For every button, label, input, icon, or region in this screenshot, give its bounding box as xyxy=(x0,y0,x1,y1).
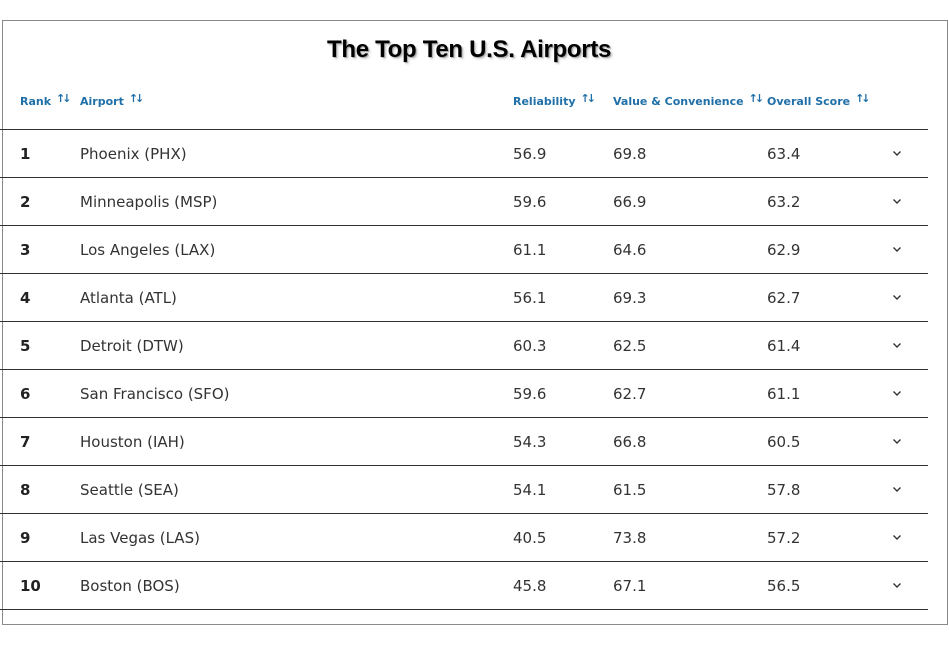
table-row[interactable]: 8 Seattle (SEA) 54.1 61.5 57.8 xyxy=(0,466,928,514)
airport-cell: Minneapolis (MSP) xyxy=(80,193,218,211)
value-convenience-cell: 62.5 xyxy=(613,337,647,355)
sort-arrows-icon[interactable]: ↑↓ xyxy=(855,92,871,105)
column-header-value-convenience[interactable]: Value & Convenience ↑↓ xyxy=(613,92,765,108)
airport-cell: Boston (BOS) xyxy=(80,577,180,595)
row-divider xyxy=(0,177,928,178)
value-convenience-cell: 66.9 xyxy=(613,193,647,211)
rank-cell: 1 xyxy=(20,145,31,163)
sort-arrows-icon[interactable]: ↑↓ xyxy=(580,92,597,105)
row-divider xyxy=(0,273,928,274)
column-header-airport[interactable]: Airport ↑↓ xyxy=(80,92,145,108)
airport-cell: Houston (IAH) xyxy=(80,433,185,451)
table-row[interactable]: 5 Detroit (DTW) 60.3 62.5 61.4 xyxy=(0,322,928,370)
reliability-cell: 54.1 xyxy=(513,481,547,499)
overall-score-cell: 62.9 xyxy=(767,241,801,259)
reliability-cell: 54.3 xyxy=(513,433,547,451)
rank-cell: 8 xyxy=(20,481,31,499)
column-header-label: Overall Score xyxy=(767,95,851,108)
value-convenience-cell: 66.8 xyxy=(613,433,647,451)
table-row[interactable]: 6 San Francisco (SFO) 59.6 62.7 61.1 xyxy=(0,370,928,418)
table-row[interactable]: 7 Houston (IAH) 54.3 66.8 60.5 xyxy=(0,418,928,466)
value-convenience-cell: 73.8 xyxy=(613,529,647,547)
value-convenience-cell: 69.8 xyxy=(613,145,647,163)
chevron-down-icon[interactable] xyxy=(890,466,904,514)
column-header-label: Value & Convenience xyxy=(613,95,744,108)
chevron-down-icon[interactable] xyxy=(890,226,904,274)
table-row[interactable]: 2 Minneapolis (MSP) 59.6 66.9 63.2 xyxy=(0,178,928,226)
row-divider xyxy=(0,417,928,418)
chevron-down-icon[interactable] xyxy=(890,418,904,466)
column-header-overall-score[interactable]: Overall Score ↑↓ xyxy=(767,92,871,108)
table-row[interactable]: 10 Boston (BOS) 45.8 67.1 56.5 xyxy=(0,562,928,610)
row-divider xyxy=(0,513,928,514)
value-convenience-cell: 69.3 xyxy=(613,289,647,307)
row-divider xyxy=(0,465,928,466)
column-header-label: Reliability xyxy=(513,95,576,108)
header-divider xyxy=(0,129,928,130)
value-convenience-cell: 62.7 xyxy=(613,385,647,403)
sort-arrows-icon[interactable]: ↑↓ xyxy=(748,92,765,105)
row-divider xyxy=(0,609,928,610)
overall-score-cell: 61.1 xyxy=(767,385,801,403)
reliability-cell: 45.8 xyxy=(513,577,547,595)
row-divider xyxy=(0,561,928,562)
reliability-cell: 40.5 xyxy=(513,529,547,547)
overall-score-cell: 62.7 xyxy=(767,289,801,307)
table-row[interactable]: 3 Los Angeles (LAX) 61.1 64.6 62.9 xyxy=(0,226,928,274)
row-divider xyxy=(0,369,928,370)
airport-cell: Detroit (DTW) xyxy=(80,337,184,355)
column-header-label: Rank xyxy=(20,95,52,108)
reliability-cell: 61.1 xyxy=(513,241,547,259)
airport-cell: Atlanta (ATL) xyxy=(80,289,177,307)
rank-cell: 10 xyxy=(20,577,41,595)
table-row[interactable]: 1 Phoenix (PHX) 56.9 69.8 63.4 xyxy=(0,130,928,178)
overall-score-cell: 61.4 xyxy=(767,337,801,355)
sort-arrows-icon[interactable]: ↑↓ xyxy=(128,92,145,105)
chevron-down-icon[interactable] xyxy=(890,322,904,370)
column-header-reliability[interactable]: Reliability ↑↓ xyxy=(513,92,597,108)
rank-cell: 4 xyxy=(20,289,31,307)
airport-cell: Phoenix (PHX) xyxy=(80,145,187,163)
rank-cell: 7 xyxy=(20,433,31,451)
overall-score-cell: 57.8 xyxy=(767,481,801,499)
airport-cell: San Francisco (SFO) xyxy=(80,385,230,403)
chevron-down-icon[interactable] xyxy=(890,274,904,322)
value-convenience-cell: 64.6 xyxy=(613,241,647,259)
airport-cell: Los Angeles (LAX) xyxy=(80,241,216,259)
rank-cell: 5 xyxy=(20,337,31,355)
overall-score-cell: 60.5 xyxy=(767,433,801,451)
rank-cell: 6 xyxy=(20,385,31,403)
row-divider xyxy=(0,225,928,226)
overall-score-cell: 63.4 xyxy=(767,145,801,163)
value-convenience-cell: 67.1 xyxy=(613,577,647,595)
airport-cell: Las Vegas (LAS) xyxy=(80,529,200,547)
table-frame xyxy=(2,20,948,625)
chevron-down-icon[interactable] xyxy=(890,562,904,610)
overall-score-cell: 63.2 xyxy=(767,193,801,211)
chevron-down-icon[interactable] xyxy=(890,178,904,226)
chevron-down-icon[interactable] xyxy=(890,514,904,562)
overall-score-cell: 56.5 xyxy=(767,577,801,595)
table-row[interactable]: 9 Las Vegas (LAS) 40.5 73.8 57.2 xyxy=(0,514,928,562)
row-divider xyxy=(0,321,928,322)
page-title: The Top Ten U.S. Airports xyxy=(326,36,612,63)
chevron-down-icon[interactable] xyxy=(890,370,904,418)
reliability-cell: 56.1 xyxy=(513,289,547,307)
column-header-label: Airport xyxy=(80,95,124,108)
rank-cell: 3 xyxy=(20,241,31,259)
rank-cell: 2 xyxy=(20,193,31,211)
column-header-rank[interactable]: Rank ↑↓ xyxy=(20,92,72,108)
airport-cell: Seattle (SEA) xyxy=(80,481,179,499)
table-row[interactable]: 4 Atlanta (ATL) 56.1 69.3 62.7 xyxy=(0,274,928,322)
value-convenience-cell: 61.5 xyxy=(613,481,647,499)
rank-cell: 9 xyxy=(20,529,31,547)
reliability-cell: 59.6 xyxy=(513,385,547,403)
sort-arrows-icon[interactable]: ↑↓ xyxy=(56,92,72,105)
chevron-down-icon[interactable] xyxy=(890,130,904,178)
reliability-cell: 56.9 xyxy=(513,145,547,163)
reliability-cell: 59.6 xyxy=(513,193,547,211)
reliability-cell: 60.3 xyxy=(513,337,547,355)
overall-score-cell: 57.2 xyxy=(767,529,801,547)
